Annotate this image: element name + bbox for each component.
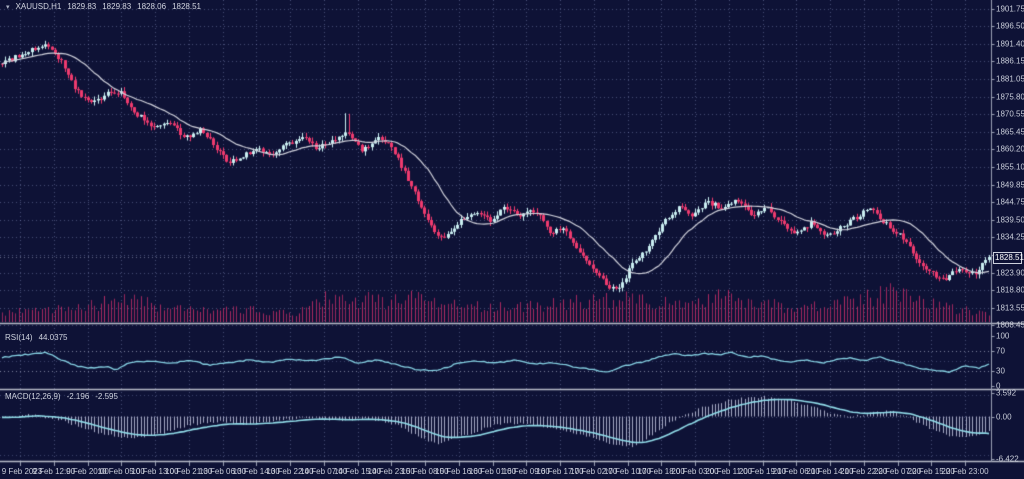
time-tick-label: 9 Feb 12:00 — [32, 467, 76, 476]
price-tick-label: 1860.20 — [996, 144, 1024, 154]
price-tick-label: 1870.55 — [996, 109, 1024, 119]
price-tick-label: 1881.05 — [996, 74, 1024, 84]
ohlc-high: 1829.83 — [102, 2, 132, 11]
macd-tick-label: 0.00 — [996, 412, 1012, 421]
macd-main-value: -2.196 — [66, 392, 90, 401]
time-tick-label: 14 Feb 15:00 — [333, 467, 382, 476]
time-tick-label: 22 Feb 07:00 — [873, 467, 922, 476]
time-tick-label: 13 Feb 14:00 — [232, 467, 280, 476]
ohlc-low: 1828.06 — [137, 2, 167, 11]
macd-tick-label: 3.592 — [996, 388, 1017, 398]
current-price-tag: 1828.51 — [993, 251, 1024, 264]
rsi-value: 44.0375 — [38, 333, 68, 342]
rsi-tick-label: 70 — [996, 346, 1005, 356]
price-tick-label: 1901.75 — [996, 4, 1024, 13]
price-tick-label: 1875.80 — [996, 92, 1024, 102]
macd-signal-value: -2.595 — [95, 392, 118, 401]
price-tick-label: 1849.85 — [996, 180, 1024, 190]
time-tick-label: 13 Feb 22:00 — [266, 467, 314, 476]
time-tick-label: 16 Feb 01:00 — [468, 467, 517, 476]
ohlc-open: 1829.83 — [67, 2, 97, 11]
price-tick-label: 1813.55 — [996, 303, 1024, 313]
chart-menu-icon[interactable]: ▾ — [6, 3, 10, 11]
rsi-tick-label: 30 — [996, 366, 1005, 376]
macd-indicator-label: MACD(12,26,9) -2.196 -2.595 — [5, 392, 118, 401]
time-tick-label: 10 Feb 13:00 — [131, 467, 179, 476]
price-tick-label: 1834.25 — [996, 232, 1024, 242]
price-tick-label: 1844.75 — [996, 197, 1024, 207]
time-tick-label: 15 Feb 16:00 — [435, 467, 483, 476]
time-tick-label: 16 Feb 09:00 — [502, 467, 550, 476]
macd-name: MACD(12,26,9) — [5, 392, 61, 401]
price-tick-label: 1865.45 — [996, 127, 1024, 137]
rsi-indicator-label: RSI(14) 44.0375 — [5, 333, 67, 342]
time-tick-label: 13 Feb 06:00 — [198, 467, 247, 476]
time-tick-label: 14 Feb 07:00 — [300, 467, 348, 476]
time-tick-label: 9 Feb 2023 — [1, 467, 43, 476]
chart-title: ▾ XAUUSD,H1 1829.83 1829.83 1828.06 1828… — [6, 2, 201, 11]
time-tick-label: 17 Feb 18:00 — [637, 467, 685, 476]
time-tick-label: 21 Feb 14:00 — [806, 467, 854, 476]
price-tick-label: 1818.80 — [996, 285, 1024, 295]
price-tick-label: 1855.10 — [996, 162, 1024, 172]
macd-tick-label: -6.422 — [996, 454, 1019, 464]
price-tick-label: 1896.50 — [996, 21, 1024, 31]
time-tick-label: 10 Feb 21:00 — [165, 467, 213, 476]
price-tick-label: 1886.15 — [996, 56, 1024, 66]
symbol-timeframe: XAUUSD,H1 — [15, 2, 62, 11]
rsi-tick-label: 100 — [996, 331, 1010, 341]
price-tick-label: 1891.40 — [996, 39, 1024, 49]
time-tick-label: 21 Feb 22:00 — [840, 467, 888, 476]
time-tick-label: 14 Feb 23:00 — [367, 467, 415, 476]
time-tick-label: 9 Feb 20:00 — [66, 467, 109, 476]
time-tick-label: 22 Feb 23:00 — [941, 467, 989, 476]
time-tick-label: 17 Feb 02:00 — [570, 467, 618, 476]
price-tick-label: 1808.45 — [996, 320, 1024, 330]
time-tick-label: 15 Feb 08:00 — [401, 467, 449, 476]
rsi-tick-label: 0 — [996, 381, 1001, 391]
price-tick-label: 1839.50 — [996, 215, 1024, 225]
ohlc-close: 1828.51 — [172, 2, 201, 11]
time-tick-label: 21 Feb 06:00 — [772, 467, 820, 476]
time-tick-label: 20 Feb 03:00 — [671, 467, 719, 476]
rsi-name: RSI(14) — [5, 333, 33, 342]
time-tick-label: 16 Feb 17:00 — [536, 467, 584, 476]
time-tick-label: 10 Feb 05:00 — [97, 467, 145, 476]
time-tick-label: 20 Feb 11:00 — [705, 467, 753, 476]
time-tick-label: 17 Feb 10:00 — [603, 467, 652, 476]
price-tick-label: 1823.90 — [996, 268, 1024, 278]
time-tick-label: 20 Feb 19:00 — [738, 467, 787, 476]
time-tick-label: 22 Feb 15:00 — [907, 467, 955, 476]
